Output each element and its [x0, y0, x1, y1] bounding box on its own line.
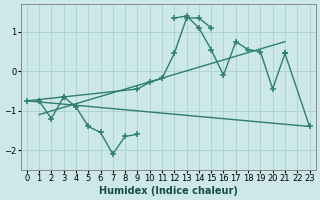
- X-axis label: Humidex (Indice chaleur): Humidex (Indice chaleur): [99, 186, 237, 196]
